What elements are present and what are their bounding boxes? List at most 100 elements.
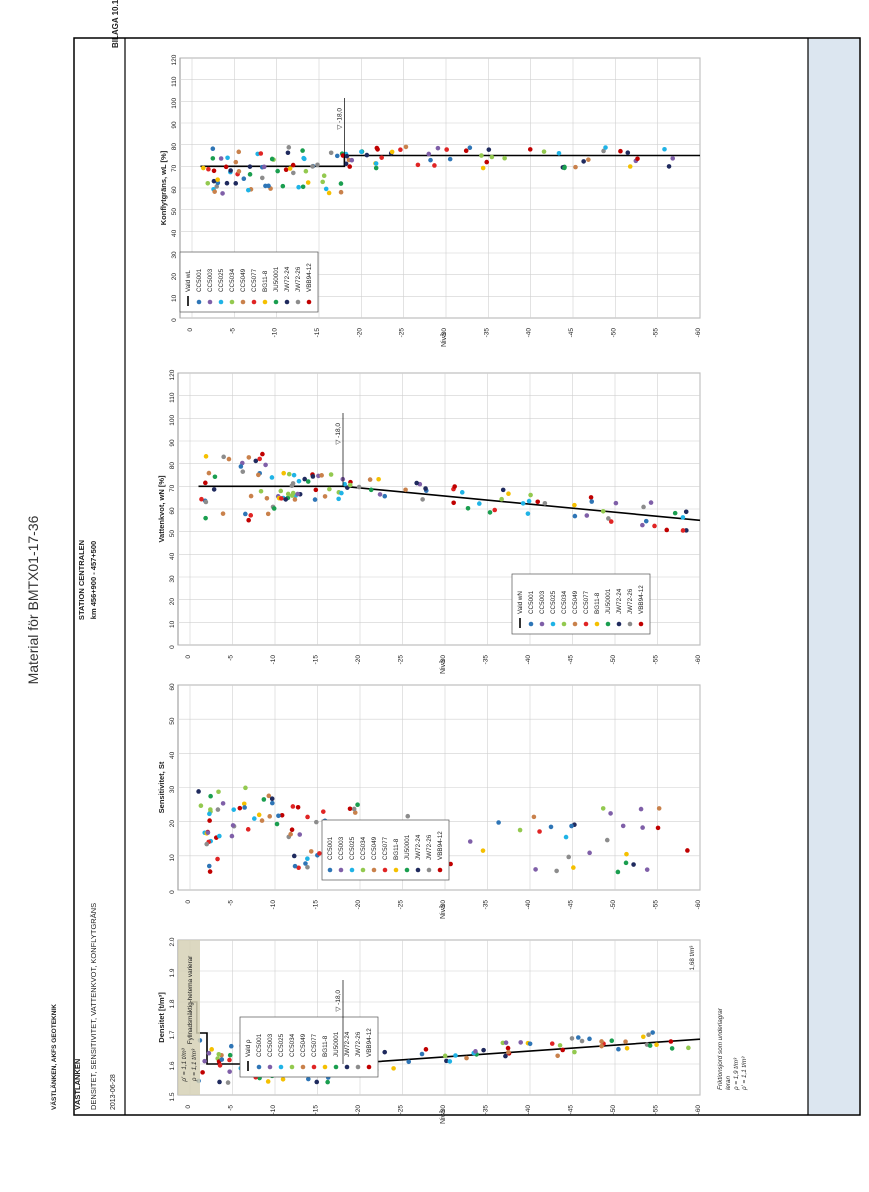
water-ytick-label: 60 [169,507,176,515]
chart-water: 0 10 20 30 40 50 60 70 80 90 100 110 120 0 -5 -10 -15 -20… [157,369,702,674]
liquid_limit-xtick-label: -25 [399,328,406,338]
sensitivity-xtick-label: -45 [568,900,575,910]
liquid_limit-legend-marker [218,299,224,305]
liquid_limit-point-JU50001 [210,156,216,161]
density-ytick-label: 2.0 [169,937,176,946]
liquid_limit-xtick-label: -45 [568,328,575,338]
density-ytick-label: 1.8 [169,999,176,1008]
sensitivity-xtick-label: -20 [355,900,362,910]
sensitivity-point-BG11-8 [624,851,629,857]
liquid_limit-point-CC5003 [261,164,267,170]
sensitivity-xtick-label: -40 [525,900,532,910]
sensitivity-point-CC5003 [620,823,626,829]
water-point-VBB94-12 [664,527,670,533]
liquid_limit-xtick-label: 0 [187,328,194,332]
liquid_limit-point-JW72-24 [364,152,370,158]
water-ytick-label: 90 [169,439,176,447]
liquid_limit-xtick-label: -5 [229,328,236,334]
density-x-axis-label: Nivå [439,1110,447,1124]
liquid_limit-point-JW72-26 [286,145,292,150]
water-ytick-label: 0 [169,645,176,649]
liquid_limit-legend-label: JU50001 [273,266,280,292]
liquid_limit-point-CC5077 [206,166,211,172]
water-legend-label: CC5049 [572,590,579,614]
density-xtick-label: -55 [653,1105,660,1115]
water-xtick-label: -50 [610,655,617,665]
density-point-JW72-24 [217,1079,222,1085]
water-point-CC5001 [589,499,595,504]
liquid_limit-point-JW72-24 [285,150,291,156]
sensitivity-point-BG11-8 [241,801,247,807]
chart-liquid_limit: 0 10 20 30 40 50 60 70 80 90 100 110 120 0 -5 -10 -15 -20… [159,54,702,347]
liquid_limit-point-JW72-26 [310,164,315,169]
sensitivity-point-CC5077 [320,809,326,814]
liquid_limit-ytick-label: 90 [171,121,178,129]
water-point-CC5025 [336,496,341,502]
density-point-CC5001 [616,1046,621,1052]
density-legend-label: CC5001 [256,1033,263,1057]
density-point-CC5003 [202,1058,207,1064]
density-point-CC5003 [206,1050,212,1056]
sensitivity-xtick-label: -55 [653,900,660,910]
liquid_limit-point-JW72-26 [328,150,334,156]
liquid_limit-point-JW72-26 [601,148,606,154]
liquid_limit-legend-label: CC5034 [229,268,236,292]
sensitivity-legend-marker [437,867,443,873]
water-point-CC5077 [652,523,657,529]
liquid_limit-legend-label: BG11-8 [262,270,269,292]
density-point-VBB94-12 [505,1045,511,1051]
water-point-JW72-26 [356,484,362,490]
sensitivity-ytick-label: 40 [169,751,176,759]
water-point-CC5034 [258,488,264,494]
sensitivity-point-CC5034 [198,803,204,809]
liquid_limit-point-JW72-26 [214,184,220,189]
water-legend-marker [583,621,589,627]
water-point-VBB94-12 [452,484,457,489]
water-point-JU50001 [368,487,374,493]
sensitivity-legend-label: JW72-24 [415,834,422,860]
water-point-CC5049 [220,511,226,516]
sensitivity-point-JU50001 [355,802,360,807]
sensitivity-point-JW72-26 [314,819,319,825]
water-point-CC5025 [291,472,297,478]
liquid_limit-legend-label: JW72-24 [284,266,291,292]
liquid_limit-legend-marker [251,299,257,305]
liquid_limit-point-CC5003 [670,156,676,161]
water-point-JW72-24 [423,486,428,491]
sensitivity-xtick-label: -60 [695,900,702,910]
liquid_limit-point-CC5025 [245,187,251,193]
liquid_limit-point-CC5049 [236,149,242,155]
sensitivity-point-JW72-26 [566,854,571,860]
liquid_limit-point-JW72-24 [344,153,350,159]
water-legend-marker [539,621,545,627]
water-point-CC5001 [382,493,388,499]
liquid_limit-point-CC5034 [205,180,211,186]
sensitivity-point-CC5049 [352,810,358,815]
liquid_limit-point-CC5049 [338,189,344,195]
water-legend-marker [594,621,600,627]
water-point-JW72-26 [289,483,295,489]
liquid_limit-legend-marker [229,299,235,305]
water-legend-label: Vald wN [517,591,524,614]
water-point-VBB94-12 [260,451,265,457]
density-point-CC5049 [506,1049,511,1055]
density-point-CC5034 [686,1045,691,1051]
project-label: VÄSTLÄNKEN [73,1059,82,1110]
sensitivity-point-JU50001 [274,821,280,827]
water-legend-label: VBB94-12 [638,585,645,614]
density-point-CC5001 [587,1036,592,1042]
company-label: VÄSTLÄNKEN, AKFS GEOTEKNIK [50,1004,58,1110]
density-legend-marker [344,1064,350,1070]
liquid_limit-point-BG11-8 [326,190,332,196]
liquid_limit-point-JU50001 [562,165,567,171]
sensitivity-point-JU50001 [261,797,267,802]
sensitivity-legend-label: CC5001 [327,836,334,860]
sensitivity-point-JW72-24 [196,789,201,794]
water-point-JW72-26 [221,454,226,460]
water-point-CC5003 [377,492,383,497]
sensitivity-ytick-label: 20 [169,820,176,828]
liquid_limit-xtick-label: -15 [314,328,321,338]
km-label: km 456+900 - 457+500 [89,541,98,619]
water-point-CC5049 [264,496,270,501]
density-ytick-label: 1.6 [169,1061,176,1070]
